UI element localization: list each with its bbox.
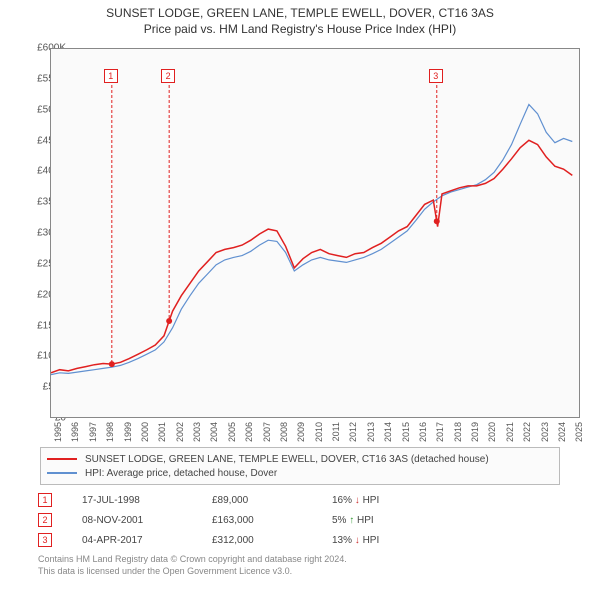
title-line-1: SUNSET LODGE, GREEN LANE, TEMPLE EWELL, … <box>0 6 600 20</box>
transaction-date: 17-JUL-1998 <box>82 495 212 506</box>
xtick-label: 2015 <box>401 422 411 442</box>
xtick-label: 1997 <box>88 422 98 442</box>
legend-swatch <box>47 472 77 474</box>
legend-label: SUNSET LODGE, GREEN LANE, TEMPLE EWELL, … <box>85 454 489 465</box>
xtick-label: 2004 <box>209 422 219 442</box>
transaction-date: 04-APR-2017 <box>82 535 212 546</box>
xtick-label: 2002 <box>175 422 185 442</box>
transaction-row-1: 1 17-JUL-1998£89,00016% ↓ HPI <box>38 490 452 510</box>
xtick-label: 2022 <box>522 422 532 442</box>
footer-line-1: Contains HM Land Registry data © Crown c… <box>38 554 347 566</box>
line-chart-svg <box>51 49 581 419</box>
xtick-label: 1999 <box>123 422 133 442</box>
xtick-label: 2001 <box>157 422 167 442</box>
transaction-diff: 16% ↓ HPI <box>332 495 452 506</box>
xtick-label: 2007 <box>262 422 272 442</box>
chart-marker-3: 3 <box>429 69 443 83</box>
xtick-label: 2013 <box>366 422 376 442</box>
transaction-date: 08-NOV-2001 <box>82 515 212 526</box>
xtick-label: 1998 <box>105 422 115 442</box>
transaction-price: £312,000 <box>212 535 332 546</box>
xtick-label: 2021 <box>505 422 515 442</box>
transaction-marker-icon: 1 <box>38 493 52 507</box>
transaction-diff: 5% ↑ HPI <box>332 515 452 526</box>
legend: SUNSET LODGE, GREEN LANE, TEMPLE EWELL, … <box>40 447 560 485</box>
xtick-label: 2024 <box>557 422 567 442</box>
transaction-price: £89,000 <box>212 495 332 506</box>
xtick-label: 1996 <box>70 422 80 442</box>
transaction-table: 1 17-JUL-1998£89,00016% ↓ HPI 2 08-NOV-2001… <box>38 490 452 550</box>
footer-attribution: Contains HM Land Registry data © Crown c… <box>38 554 347 577</box>
xtick-label: 2009 <box>296 422 306 442</box>
xtick-label: 1995 <box>53 422 63 442</box>
xtick-label: 2016 <box>418 422 428 442</box>
series-hpi <box>51 105 572 375</box>
marker-dot-1 <box>109 361 115 367</box>
xtick-label: 2000 <box>140 422 150 442</box>
footer-line-2: This data is licensed under the Open Gov… <box>38 566 347 578</box>
xtick-label: 2003 <box>192 422 202 442</box>
legend-swatch <box>47 458 77 460</box>
xtick-label: 2017 <box>435 422 445 442</box>
legend-row: HPI: Average price, detached house, Dove… <box>47 466 553 480</box>
transaction-marker-icon: 2 <box>38 513 52 527</box>
plot-area <box>50 48 580 418</box>
xtick-label: 2011 <box>331 422 341 441</box>
transaction-row-2: 2 08-NOV-2001£163,0005% ↑ HPI <box>38 510 452 530</box>
series-property <box>51 140 572 372</box>
xtick-label: 2005 <box>227 422 237 442</box>
xtick-label: 2008 <box>279 422 289 442</box>
marker-dot-2 <box>166 318 172 324</box>
xtick-label: 2025 <box>574 422 584 442</box>
xtick-label: 2020 <box>487 422 497 442</box>
transaction-row-3: 3 04-APR-2017£312,00013% ↓ HPI <box>38 530 452 550</box>
title-line-2: Price paid vs. HM Land Registry's House … <box>0 22 600 36</box>
legend-row: SUNSET LODGE, GREEN LANE, TEMPLE EWELL, … <box>47 452 553 466</box>
chart-container: SUNSET LODGE, GREEN LANE, TEMPLE EWELL, … <box>0 0 600 590</box>
xtick-label: 2012 <box>348 422 358 442</box>
xtick-label: 2019 <box>470 422 480 442</box>
xtick-label: 2010 <box>314 422 324 442</box>
marker-dot-3 <box>434 218 440 224</box>
transaction-diff: 13% ↓ HPI <box>332 535 452 546</box>
chart-marker-2: 2 <box>161 69 175 83</box>
chart-marker-1: 1 <box>104 69 118 83</box>
xtick-label: 2006 <box>244 422 254 442</box>
title-block: SUNSET LODGE, GREEN LANE, TEMPLE EWELL, … <box>0 0 600 36</box>
legend-label: HPI: Average price, detached house, Dove… <box>85 468 277 479</box>
xtick-label: 2018 <box>453 422 463 442</box>
transaction-marker-icon: 3 <box>38 533 52 547</box>
xtick-label: 2014 <box>383 422 393 442</box>
transaction-price: £163,000 <box>212 515 332 526</box>
xtick-label: 2023 <box>540 422 550 442</box>
